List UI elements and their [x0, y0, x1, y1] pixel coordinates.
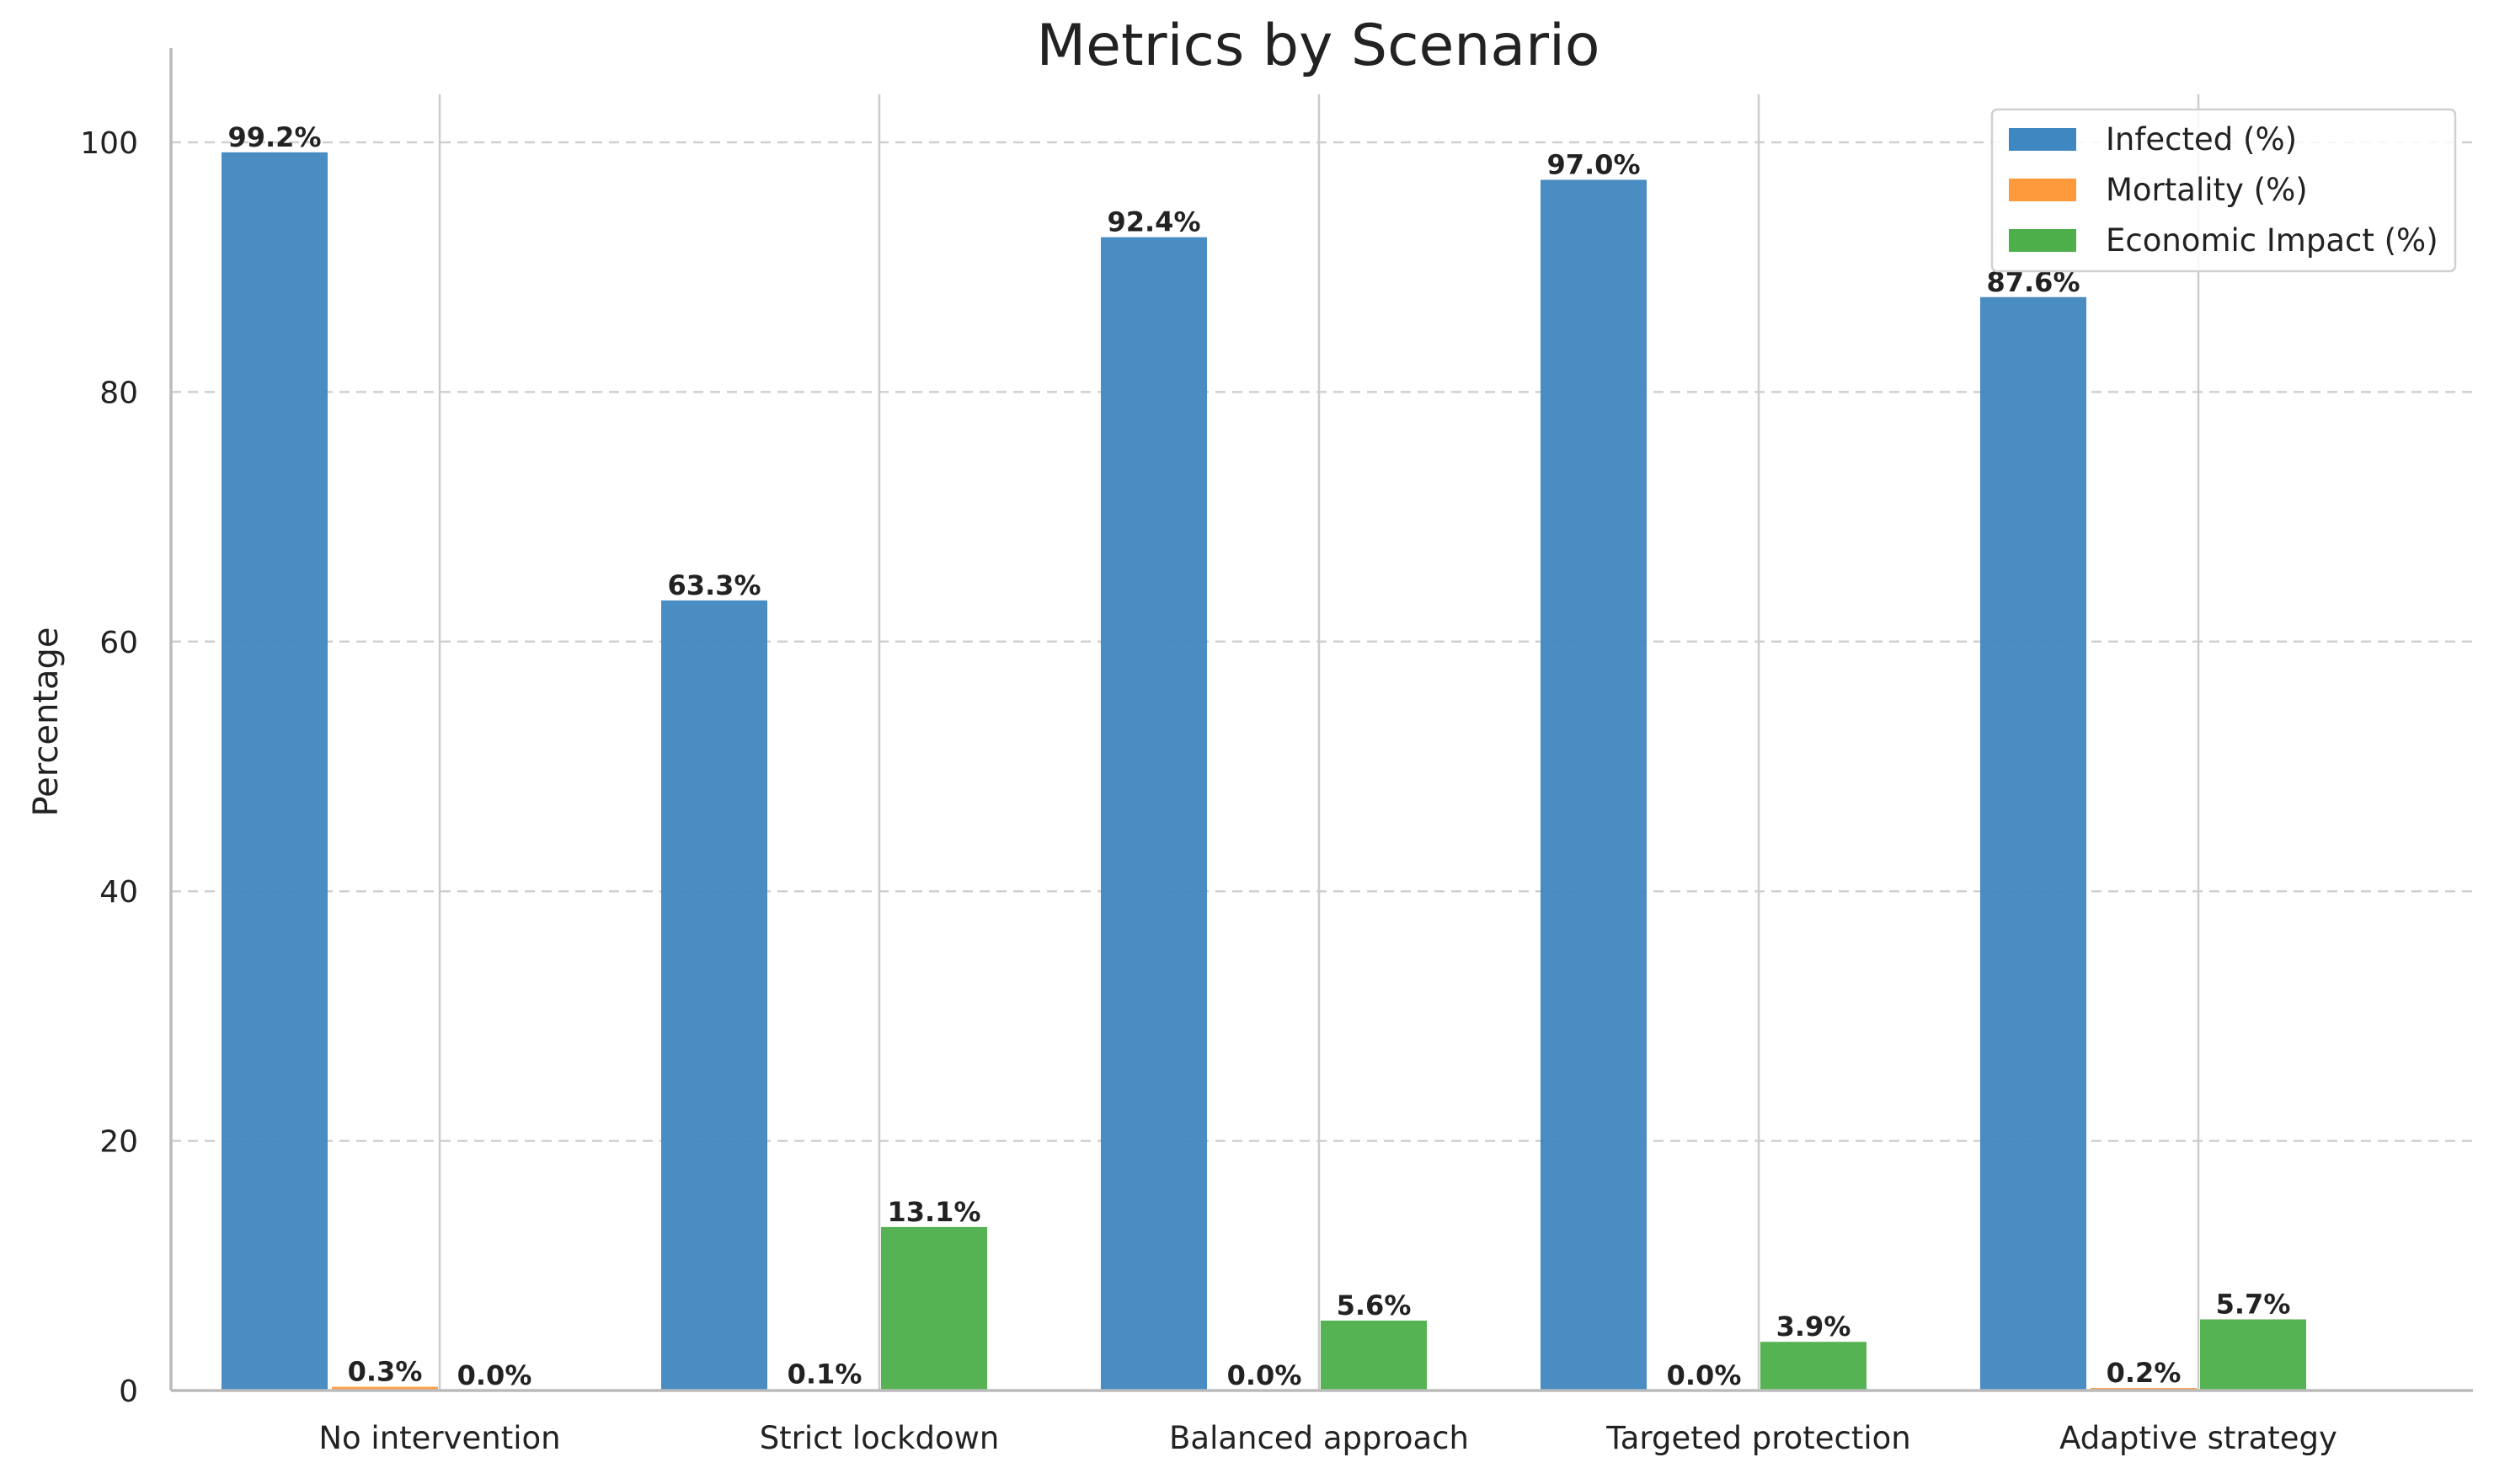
y-tick-label: 40: [99, 875, 138, 910]
data-label: 63.3%: [667, 569, 761, 601]
chart-title: Metrics by Scenario: [1036, 13, 1599, 79]
grid-layer: [171, 141, 2473, 1142]
data-label: 0.1%: [788, 1359, 862, 1391]
x-tick-label: Targeted protection: [1605, 1420, 1911, 1456]
bar-infected: [222, 152, 328, 1391]
y-tick-label: 20: [99, 1125, 138, 1160]
legend-label: Infected (%): [2106, 121, 2297, 157]
data-label: 0.0%: [1667, 1359, 1742, 1391]
data-labels-layer: 99.2% 0.3% 0.0% 63.3% 0.1% 13.1% 92.4% 0.0% 5.6%…: [227, 121, 2290, 1391]
data-label: 0.0%: [457, 1359, 532, 1391]
axes-layer: 0 20 40 60 80 100 No intervention Strict lockdo…: [80, 48, 2473, 1456]
bar-mortality: [332, 1386, 438, 1391]
data-label: 13.1%: [887, 1196, 980, 1228]
bar-economic: [1321, 1321, 1427, 1391]
bar-economic: [881, 1226, 987, 1391]
data-label: 5.7%: [2216, 1289, 2291, 1321]
y-tick-label: 80: [99, 376, 138, 410]
bar-infected: [1541, 179, 1647, 1391]
bar-infected: [1101, 237, 1207, 1391]
legend-swatch: [2009, 179, 2076, 201]
data-label: 5.6%: [1337, 1289, 1412, 1321]
legend-swatch: [2009, 229, 2076, 252]
group-separators: [438, 94, 2200, 1391]
x-tick-label: Strict lockdown: [760, 1420, 1000, 1456]
data-label: 0.2%: [2107, 1357, 2182, 1389]
legend: Infected (%) Mortality (%) Economic Impact…: [1990, 108, 2457, 273]
data-label: 0.0%: [1227, 1359, 1302, 1391]
x-tick-label: Adaptive strategy: [2059, 1420, 2337, 1456]
y-tick-label: 60: [99, 626, 138, 660]
y-tick-label: 100: [80, 126, 138, 161]
y-axis-label: Percentage: [27, 627, 66, 816]
data-label: 99.2%: [227, 121, 321, 153]
bar-infected: [1980, 296, 2086, 1391]
x-tick-label: Balanced approach: [1169, 1420, 1469, 1456]
bars-layer: [222, 152, 2306, 1391]
legend-label: Economic Impact (%): [2106, 222, 2438, 259]
bar-infected: [661, 600, 767, 1391]
legend-swatch: [2009, 128, 2076, 151]
bar-economic: [1760, 1342, 1866, 1391]
data-label: 92.4%: [1107, 206, 1200, 238]
legend-label: Mortality (%): [2106, 172, 2308, 208]
legend-box: [1990, 108, 2457, 273]
bar-economic: [2200, 1319, 2306, 1391]
x-tick-label: No intervention: [318, 1420, 560, 1456]
data-label: 97.0%: [1546, 148, 1640, 180]
data-label: 3.9%: [1776, 1311, 1851, 1343]
data-label: 0.3%: [348, 1356, 423, 1388]
y-tick-label: 0: [119, 1375, 138, 1409]
